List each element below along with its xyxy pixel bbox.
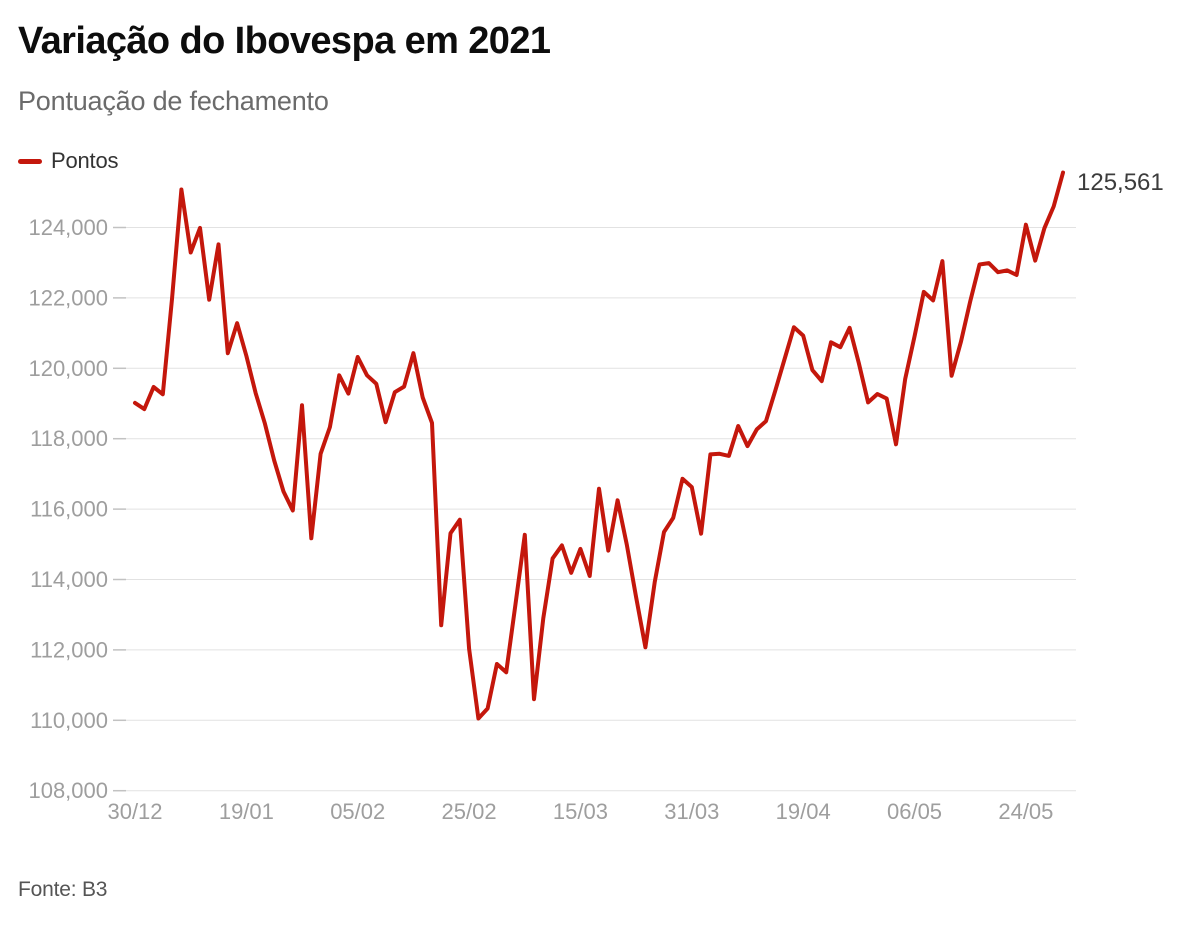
x-axis-label: 06/05 — [887, 799, 942, 824]
y-axis-label: 124,000 — [28, 215, 108, 240]
y-axis-label: 108,000 — [28, 778, 108, 803]
y-axis-label: 112,000 — [30, 637, 108, 662]
x-axis-label: 05/02 — [330, 799, 385, 824]
x-axis-label: 31/03 — [664, 799, 719, 824]
x-axis-label: 25/02 — [442, 799, 497, 824]
legend-label-pontos: Pontos — [51, 148, 119, 173]
y-axis-label: 120,000 — [28, 356, 108, 381]
series-line-pontos — [133, 170, 1065, 721]
y-axis-label: 110,000 — [30, 708, 108, 733]
chart-title: Variação do Ibovespa em 2021 — [18, 20, 551, 62]
x-axis-label: 19/04 — [776, 799, 831, 824]
x-axis-label: 24/05 — [998, 799, 1053, 824]
chart-subtitle: Pontuação de fechamento — [18, 86, 329, 116]
legend-swatch-pontos-icon — [18, 158, 42, 164]
x-axis-label: 30/12 — [107, 799, 162, 824]
y-axis-label: 116,000 — [30, 497, 108, 522]
legend: Pontos — [18, 148, 119, 173]
x-axis-label: 19/01 — [219, 799, 274, 824]
x-axis-label: 15/03 — [553, 799, 608, 824]
y-axis-label: 114,000 — [30, 567, 108, 592]
y-axis-label: 118,000 — [30, 426, 108, 451]
source-note: Fonte: B3 — [18, 878, 108, 901]
last-value-label: 125,561 — [1077, 169, 1164, 196]
y-axis-label: 122,000 — [28, 285, 108, 310]
